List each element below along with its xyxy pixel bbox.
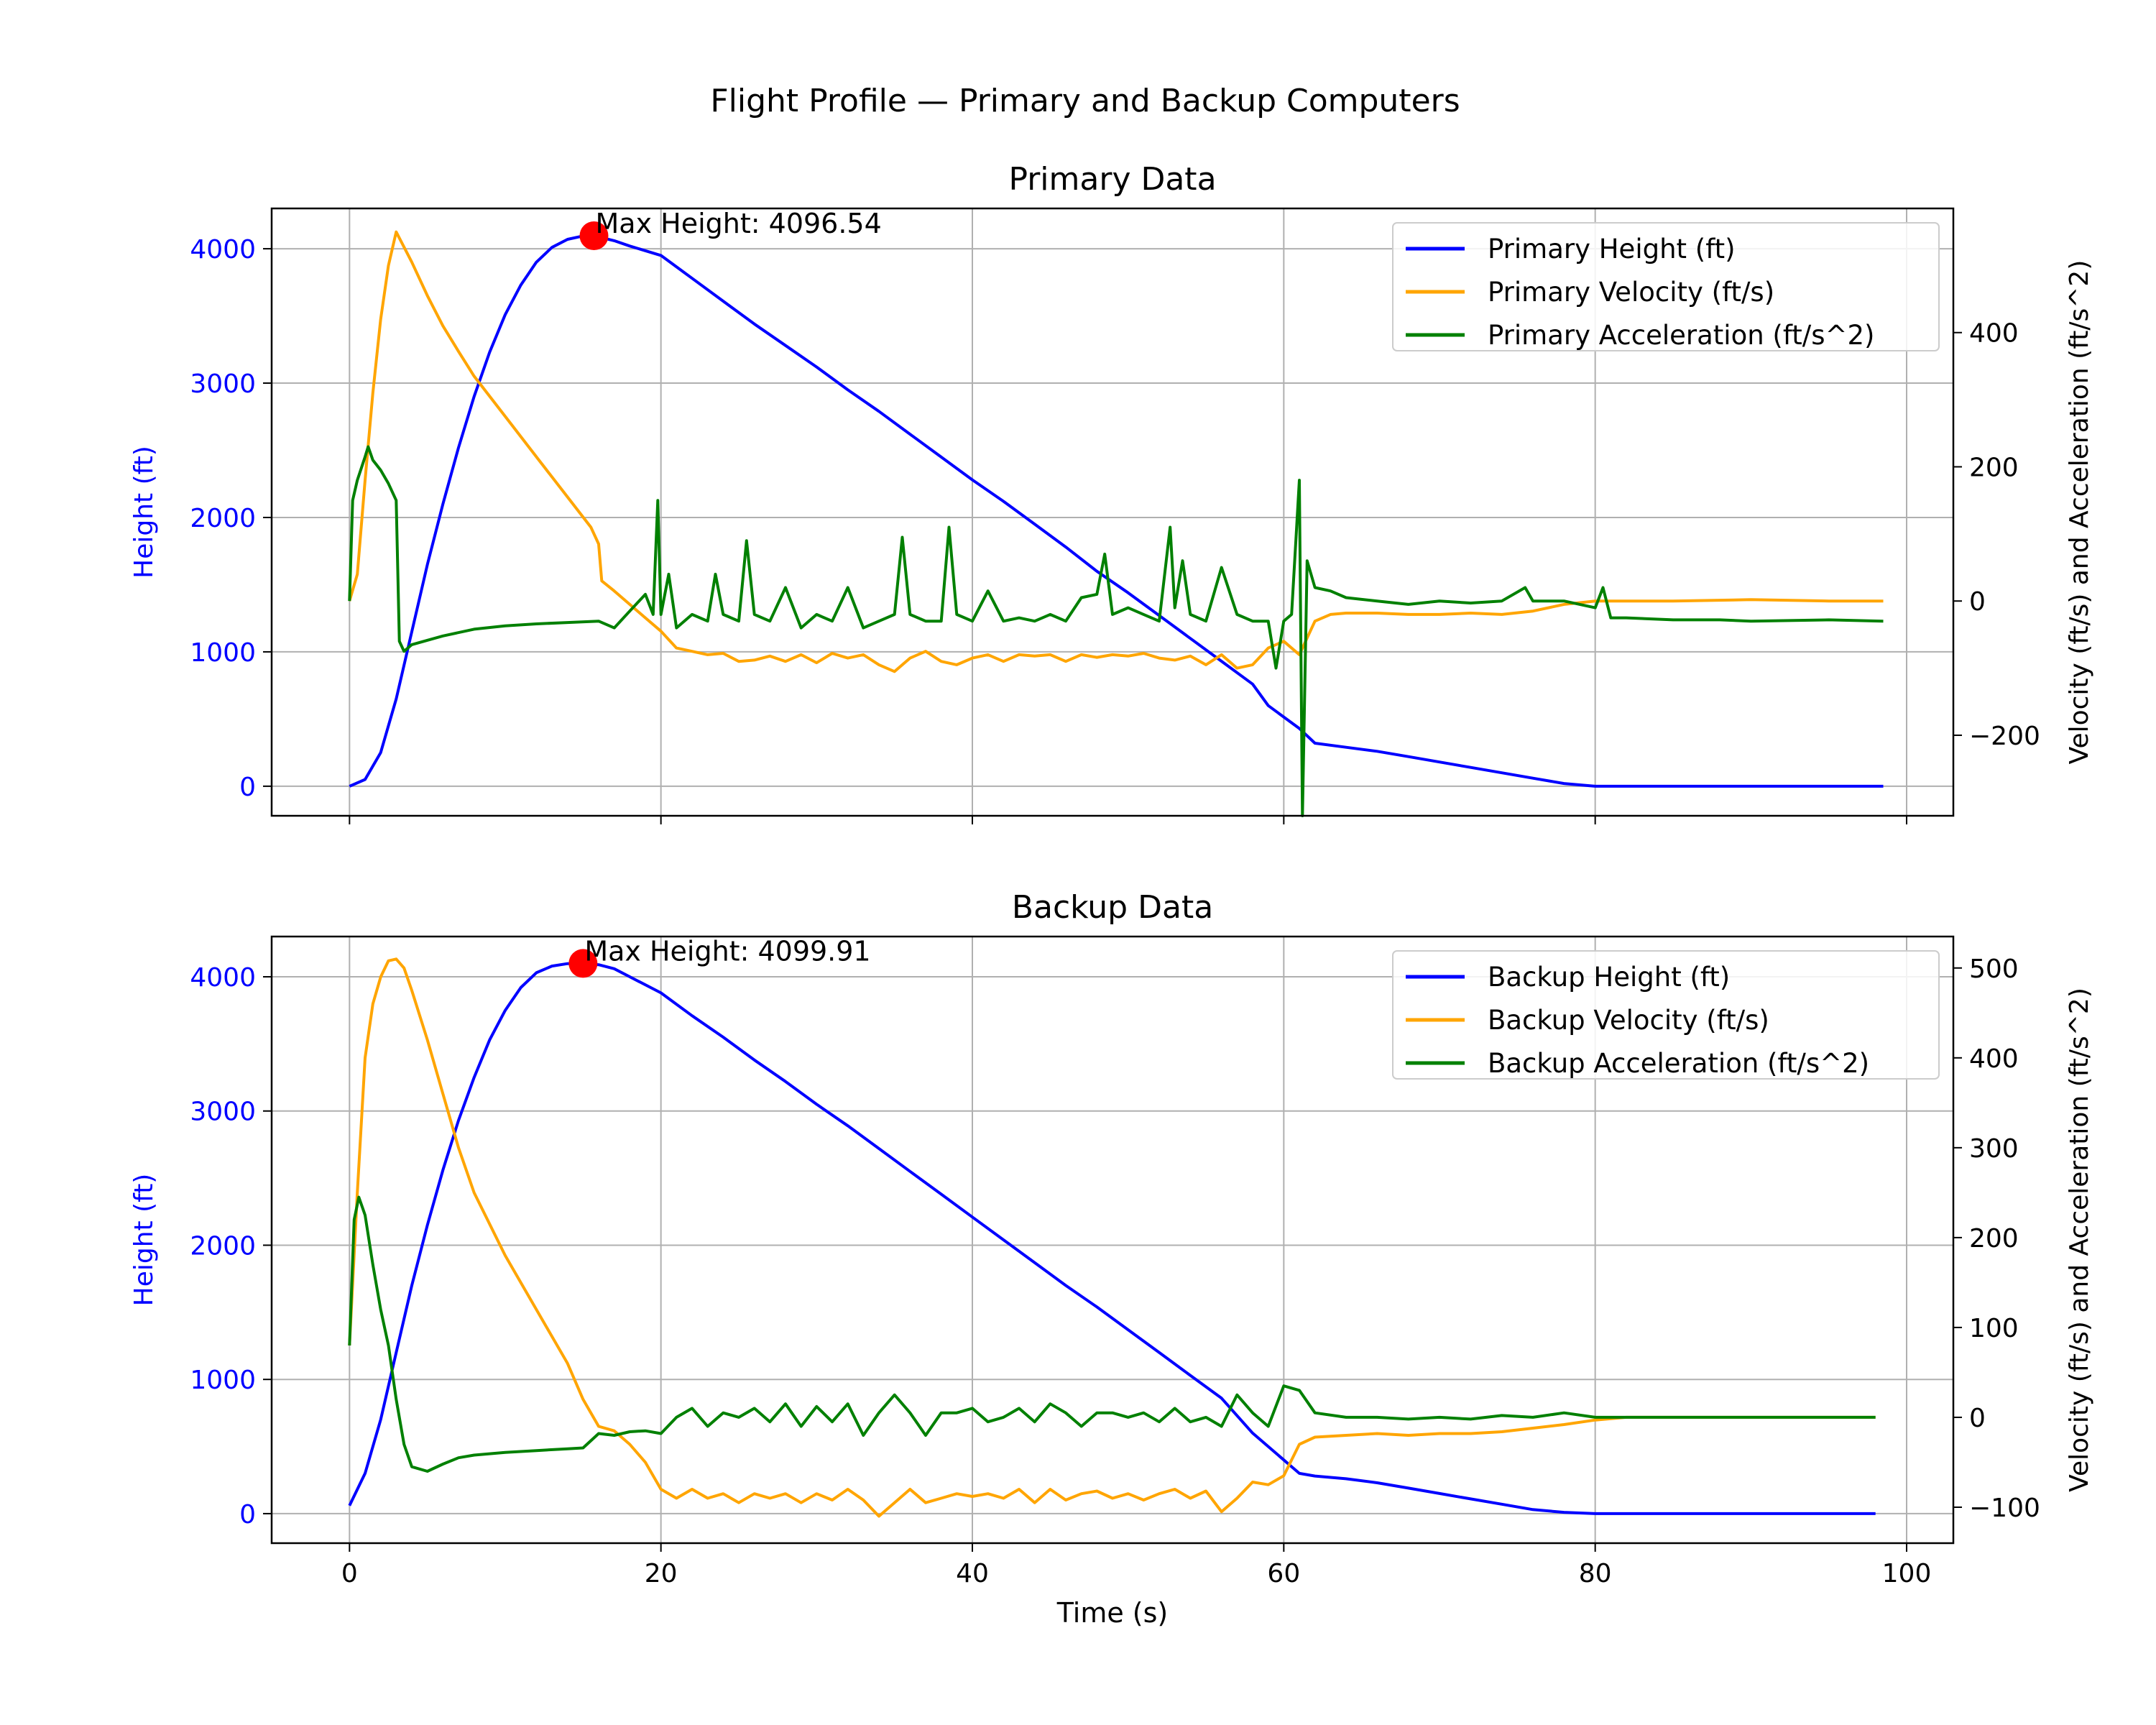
series-line-velocity xyxy=(348,957,1876,1518)
y-left-tick-label: 0 xyxy=(239,1500,256,1530)
series-line-acceleration xyxy=(348,1195,1876,1473)
y-left-axis-label: Height (ft) xyxy=(129,1174,159,1307)
y-right-tick-label: 400 xyxy=(1969,1044,2019,1074)
y-left-tick-label: 3000 xyxy=(190,1098,256,1127)
y-right-tick-label: 0 xyxy=(1969,587,1986,617)
max-height-annotation: Max Height: 4096.54 xyxy=(596,208,882,239)
y-right-axis-label: Velocity (ft/s) and Acceleration (ft/s^2… xyxy=(2065,260,2094,765)
y-right-tick-label: 100 xyxy=(1969,1314,2019,1343)
x-tick-label: 80 xyxy=(1579,1559,1612,1588)
y-right-tick-label: 500 xyxy=(1969,954,2019,984)
y-right-tick-label: −200 xyxy=(1969,722,2040,751)
subplot-title: Backup Data xyxy=(1012,889,1213,926)
plot-frame xyxy=(270,207,1955,817)
subplot-1: Max Height: 4096.5401000200030004000−200… xyxy=(129,161,2094,824)
y-right-tick-label: 200 xyxy=(1969,1224,2019,1254)
legend-label: Backup Velocity (ft/s) xyxy=(1488,1005,1769,1036)
x-tick-label: 20 xyxy=(645,1559,678,1588)
y-left-tick-label: 4000 xyxy=(190,235,256,264)
figure-title: Flight Profile — Primary and Backup Comp… xyxy=(710,83,1460,119)
legend-label: Backup Acceleration (ft/s^2) xyxy=(1488,1048,1869,1079)
y-left-tick-label: 1000 xyxy=(190,1366,256,1395)
y-left-tick-label: 3000 xyxy=(190,369,256,399)
legend: Primary Height (ft) Primary Velocity (ft/… xyxy=(1392,222,1940,351)
x-tick-label: 0 xyxy=(341,1559,358,1588)
subplots: Max Height: 4096.5401000200030004000−200… xyxy=(129,161,2094,1629)
series-line-velocity xyxy=(348,230,1884,673)
series-line-height xyxy=(348,962,1876,1515)
x-tick-label: 40 xyxy=(956,1559,989,1588)
y-left-tick-label: 2000 xyxy=(190,1231,256,1261)
y-right-tick-label: −100 xyxy=(1969,1494,2040,1523)
y-right-tick-label: 0 xyxy=(1969,1404,1986,1433)
y-right-tick-label: 400 xyxy=(1969,319,2019,349)
legend-label: Backup Height (ft) xyxy=(1488,962,1730,993)
y-left-tick-label: 4000 xyxy=(190,963,256,993)
y-right-tick-label: 300 xyxy=(1969,1134,2019,1164)
legend-label: Primary Height (ft) xyxy=(1488,234,1736,264)
max-height-marker xyxy=(579,221,609,251)
y-left-axis-label: Height (ft) xyxy=(129,446,159,579)
y-left-tick-label: 1000 xyxy=(190,638,256,668)
x-axis-label: Time (s) xyxy=(1056,1597,1169,1629)
series-line-height xyxy=(349,234,1884,788)
legend: Backup Height (ft) Backup Velocity (ft/s)… xyxy=(1392,950,1940,1080)
legend-box xyxy=(1392,950,1940,1080)
max-height-annotation: Max Height: 4099.91 xyxy=(584,935,870,967)
x-tick-label: 60 xyxy=(1267,1559,1300,1588)
y-right-axis-label: Velocity (ft/s) and Acceleration (ft/s^2… xyxy=(2065,988,2094,1492)
subplot-2: Max Height: 4099.910 20 40 60 80 100010002000… xyxy=(129,889,2094,1629)
legend-label: Primary Velocity (ft/s) xyxy=(1488,277,1774,308)
legend-label: Primary Acceleration (ft/s^2) xyxy=(1488,320,1874,351)
series-line-acceleration xyxy=(348,445,1884,817)
y-left-tick-label: 0 xyxy=(239,773,256,802)
x-tick-label: 100 xyxy=(1882,1559,1932,1588)
y-right-tick-label: 200 xyxy=(1969,453,2019,482)
max-height-marker xyxy=(568,949,598,978)
plot-frame xyxy=(270,935,1955,1545)
y-left-tick-label: 2000 xyxy=(190,504,256,533)
subplot-title: Primary Data xyxy=(1008,161,1216,198)
legend-box xyxy=(1392,222,1940,351)
